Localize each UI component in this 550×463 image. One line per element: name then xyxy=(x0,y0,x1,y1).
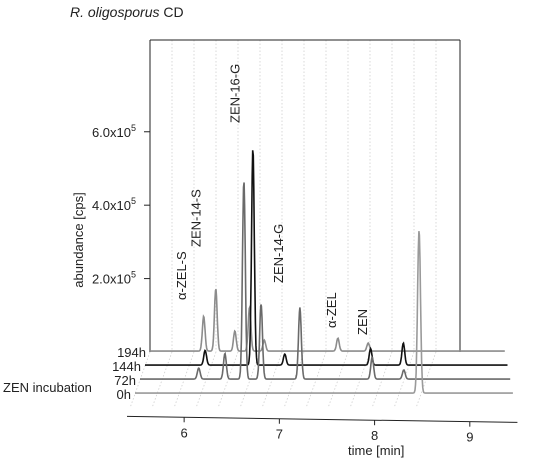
x-tick-label: 8 xyxy=(371,428,378,443)
series-layer xyxy=(135,150,513,394)
series-row-label: 144h xyxy=(112,359,141,374)
peak-label: α-ZEL xyxy=(324,292,339,328)
grid-line-depth xyxy=(129,351,151,409)
series-line-72h xyxy=(140,182,511,380)
series-line-194h xyxy=(150,288,505,352)
peak-label: ZEN xyxy=(355,309,370,335)
chart-title-rest: CD xyxy=(160,4,184,20)
y-tick-label: 2.0x105 xyxy=(92,270,136,287)
grid-line-depth xyxy=(327,351,349,409)
grid-line-depth xyxy=(217,351,239,409)
chart-title-italic: R. oligosporus xyxy=(70,4,160,20)
grid-line-depth xyxy=(151,351,173,409)
x-tick-label: 6 xyxy=(181,425,188,440)
series-row-label: 72h xyxy=(114,373,136,388)
peak-label: ZEN-16-G xyxy=(228,64,243,123)
chart-title: R. oligosporus CD xyxy=(70,4,184,20)
peak-label: ZEN-14-G xyxy=(271,224,286,283)
x-tick-label: 9 xyxy=(466,430,473,445)
grid-line-depth xyxy=(195,351,217,409)
peak-label: ZEN-14-S xyxy=(188,189,203,247)
grid-line-depth xyxy=(349,351,371,409)
grid-line-depth xyxy=(305,351,327,409)
y-axis-label: abundance [cps] xyxy=(71,192,86,287)
grid-line-depth xyxy=(173,351,195,409)
axis-layer xyxy=(126,39,518,427)
peak-label: α-ZEL-S xyxy=(174,251,189,300)
grid-line-depth xyxy=(371,351,393,409)
grid-line-depth xyxy=(415,351,437,409)
x-axis-label: time [min] xyxy=(348,443,404,458)
x-axis-line xyxy=(126,415,518,423)
z-axis-label: ZEN incubation xyxy=(3,380,92,395)
series-row-label: 0h xyxy=(117,387,131,402)
y-tick-label: 6.0x105 xyxy=(92,123,136,140)
series-line-144h xyxy=(145,150,508,366)
grid-line-depth xyxy=(261,351,283,409)
grid-line-depth xyxy=(393,351,415,409)
series-line-0h xyxy=(135,231,513,394)
y-tick-label: 4.0x105 xyxy=(92,196,136,213)
series-row-label: 194h xyxy=(117,345,146,360)
grid-line-depth xyxy=(283,351,305,409)
grid-line-depth xyxy=(239,351,261,409)
x-tick-label: 7 xyxy=(276,427,283,442)
